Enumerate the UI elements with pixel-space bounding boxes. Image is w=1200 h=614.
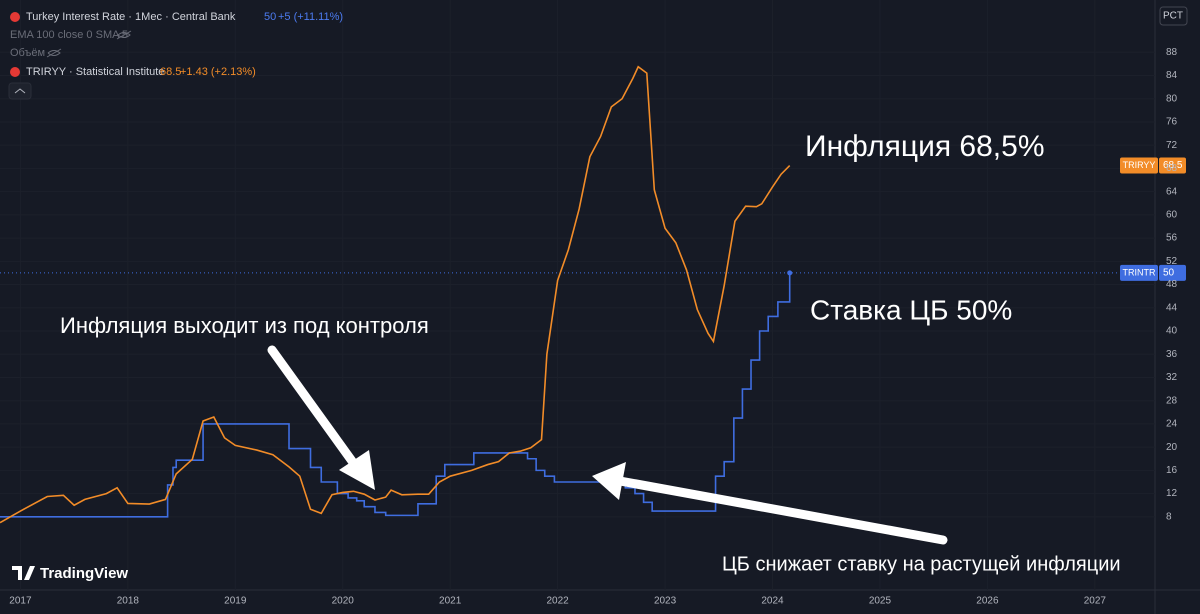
- tag-name: TRINTR: [1123, 267, 1156, 277]
- y-tick-label: 44: [1166, 302, 1178, 313]
- main-symbol[interactable]: Turkey Interest Rate · 1Мес · Central Ba…: [26, 11, 236, 23]
- y-tick-label: 24: [1166, 419, 1178, 430]
- y-tick-label: 20: [1166, 442, 1178, 453]
- logo-icon: [12, 566, 35, 580]
- main-last: 50: [264, 11, 276, 23]
- tag-value: 68.5: [1163, 160, 1183, 171]
- arrow-head: [592, 462, 626, 500]
- x-tick-label: 2025: [869, 596, 892, 607]
- tag-value-box: [1159, 264, 1186, 281]
- y-tick-label: 80: [1166, 93, 1178, 104]
- annotation: Инфляция выходит из под контроля: [60, 313, 429, 338]
- last-point: [787, 270, 793, 276]
- collapse-icon: [14, 88, 26, 94]
- watermark: TradingView: [40, 565, 128, 582]
- y-tick-label: 36: [1166, 349, 1178, 360]
- tag-value-box: [1159, 157, 1186, 174]
- collapse-button[interactable]: [8, 82, 32, 100]
- x-tick-label: 2024: [761, 596, 784, 607]
- annotation: Ставка ЦБ 50%: [810, 294, 1012, 325]
- y-tick-label: 52: [1166, 256, 1178, 267]
- y-tick-label: 64: [1166, 186, 1178, 197]
- tag-name: TRIRYY: [1123, 160, 1156, 170]
- x-tick-label: 2019: [224, 596, 247, 607]
- series-line: [0, 272, 791, 518]
- unit-button[interactable]: [1159, 6, 1188, 26]
- y-tick-label: 48: [1166, 279, 1178, 290]
- y-tick-label: 68: [1166, 163, 1178, 174]
- y-tick-label: 32: [1166, 372, 1178, 383]
- y-tick-label: 56: [1166, 233, 1178, 244]
- y-tick-label: 28: [1166, 395, 1178, 406]
- y-tick-label: 12: [1166, 488, 1178, 499]
- x-tick-label: 2022: [546, 596, 569, 607]
- y-tick-label: 76: [1166, 117, 1178, 128]
- x-tick-label: 2023: [654, 596, 677, 607]
- y-tick-label: 40: [1166, 326, 1178, 337]
- x-tick-label: 2021: [439, 596, 462, 607]
- flag-icon: [10, 67, 20, 77]
- price-tags: TRINTR 50 TRIRYY 68.5: [1120, 157, 1186, 281]
- unit-label: PCT: [1163, 11, 1183, 22]
- flag-icon: [10, 12, 20, 22]
- series-line: [0, 65, 791, 524]
- compare-change: +1.43 (+2.13%): [180, 66, 256, 78]
- x-tick-label: 2020: [332, 596, 355, 607]
- y-tick-label: 72: [1166, 140, 1178, 151]
- tag-name-box: [1120, 264, 1158, 281]
- x-tick-label: 2018: [117, 596, 140, 607]
- arrow: [615, 476, 948, 545]
- arrow: [267, 345, 362, 473]
- annotation: Инфляция 68,5%: [805, 130, 1045, 163]
- annotation: ЦБ снижает ставку на растущей инфляции: [722, 553, 1121, 575]
- main-change: +5 (+11.11%): [278, 11, 343, 23]
- hide-icon[interactable]: [46, 48, 62, 58]
- indicators[interactable]: EMA 100 close 0 SMA 5: [10, 29, 128, 41]
- y-tick-label: 84: [1166, 70, 1178, 81]
- tag-value: 50: [1163, 268, 1175, 279]
- tag-name-box: [1120, 157, 1158, 174]
- plot: [0, 65, 1155, 524]
- hide-icon[interactable]: [116, 30, 132, 40]
- y-tick-label: 8: [1166, 511, 1172, 522]
- y-tick-label: 88: [1166, 47, 1178, 58]
- arrow-head: [339, 450, 375, 490]
- compare-last: 68.5: [160, 66, 181, 78]
- grid: [0, 0, 1155, 590]
- x-tick-label: 2026: [976, 596, 999, 607]
- volume[interactable]: Объём: [10, 47, 45, 59]
- x-tick-label: 2027: [1084, 596, 1107, 607]
- y-tick-label: 60: [1166, 210, 1178, 221]
- compare-symbol[interactable]: TRIRYY · Statistical Institute: [26, 66, 164, 78]
- y-tick-label: 16: [1166, 465, 1178, 476]
- x-tick-label: 2017: [9, 596, 32, 607]
